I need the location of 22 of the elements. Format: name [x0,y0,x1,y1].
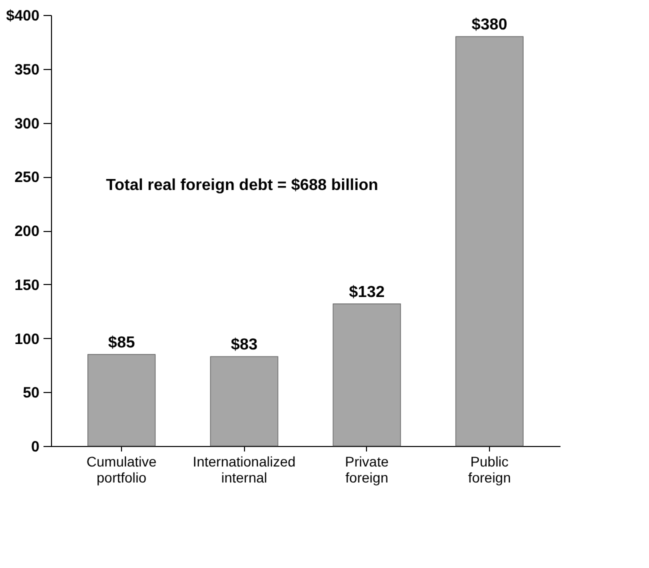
bar [210,356,278,446]
bar [87,354,156,446]
y-tick-label: $400 [6,8,40,24]
data-label: $83 [230,336,258,354]
y-tick-label: 300 [14,115,40,132]
y-tick-label: 0 [31,438,40,456]
data-label: $85 [108,334,135,352]
y-tick-label: 200 [14,223,40,240]
data-label: $132 [349,284,385,301]
data-label: $380 [472,16,508,34]
y-tick-label: 350 [14,61,40,78]
x-tick-label: Cumulative portfolio [86,454,157,486]
y-tick-label: 50 [22,384,40,402]
y-tick-label: 100 [14,330,40,348]
x-tick-label: Internationalized internal [192,454,296,486]
annotation: Total real foreign debt = $688 billion [106,177,378,194]
bar [332,303,401,446]
y-tick-label: 150 [14,276,40,294]
bar [455,36,524,446]
y-tick-label: 250 [14,169,40,186]
x-tick-label: Private foreign [345,454,389,486]
x-tick-label: Public foreign [468,454,511,486]
